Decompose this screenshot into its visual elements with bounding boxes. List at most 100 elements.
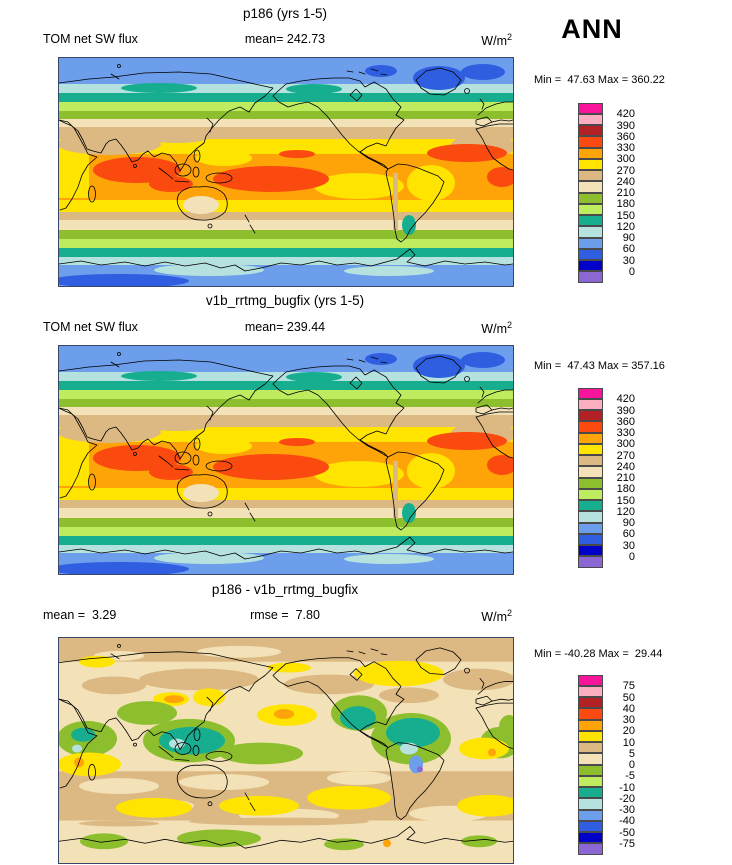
colorbar-tick-label: 0: [628, 550, 635, 563]
colorbar-segment-light-blue: [578, 237, 603, 249]
panel1-units-exponent: 2: [506, 32, 512, 42]
panel2-map: [58, 345, 514, 575]
panel2-minmax-label: Min = 47.43 Max = 357.16: [534, 360, 665, 372]
colorbar-segment-orange: [578, 719, 603, 731]
panel2-mean-label: mean= 239.44: [244, 320, 326, 334]
colorbar-segment-magenta: [578, 387, 603, 399]
colorbar-segment-red-orange: [578, 708, 603, 720]
colorbar-segment-dark-red: [578, 125, 603, 137]
colorbar-tick-label: 40: [622, 702, 635, 715]
colorbar-segment-orange: [578, 432, 603, 444]
colorbar-tick-label: -30: [619, 804, 635, 816]
panel3-map: [58, 637, 514, 864]
panel3-units-exponent: 2: [506, 608, 512, 618]
colorbar-segment-red-orange: [578, 136, 603, 148]
colorbar-segment-yellow: [578, 443, 603, 455]
colorbar-tick-label: 60: [622, 243, 635, 256]
colorbar-segment-cream: [578, 181, 603, 193]
colorbar-segment-orange: [578, 147, 603, 159]
colorbar-segment-dark-red: [578, 697, 603, 709]
colorbar-segment-tan: [578, 170, 603, 182]
colorbar-segment-purple: [578, 556, 603, 568]
colorbar-tick-label: 90: [622, 517, 635, 529]
panel1-variable-label: TOM net SW flux: [43, 32, 138, 46]
panel1-units-label: W/m2: [58, 32, 512, 48]
colorbar-tick-label: 30: [622, 539, 635, 552]
colorbar-segment-tan: [578, 455, 603, 467]
colorbar-tick-label: 360: [616, 415, 635, 428]
panel1-colorbar: 420 390 360 330 300 270 240 210 180 150 120 90 60 30 0: [578, 102, 638, 285]
colorbar-segment-dark-blue: [578, 260, 603, 272]
colorbar-segment-dark-blue: [578, 545, 603, 557]
colorbar-tick-label: 30: [622, 254, 635, 267]
colorbar-tick-label: 120: [616, 220, 635, 233]
colorbar-segment-red-orange: [578, 421, 603, 433]
colorbar-segment-olive-green: [578, 764, 603, 776]
colorbar-segment-medium-blue: [578, 248, 603, 260]
colorbar-tick-label: 0: [628, 759, 635, 771]
panel3-colorbar: 75 50 40 30 20 10 5 0 -5 -10 -20 -30 -40 -50 -75: [578, 674, 638, 857]
colorbar-segment-pink: [578, 685, 603, 697]
colorbar-tick-label: 270: [616, 164, 635, 177]
colorbar-segment-dark-red: [578, 410, 603, 422]
panel3-mean-label: mean = 3.29: [43, 608, 117, 622]
panel3-map-svg: [59, 638, 513, 863]
colorbar-tick-label: 240: [616, 175, 635, 188]
colorbar-tick-label: 75: [622, 680, 635, 693]
panel1-map: [58, 57, 514, 287]
colorbar-segment-olive-green: [578, 192, 603, 204]
colorbar-segment-purple: [578, 271, 603, 283]
panel3-units-label: W/m2: [58, 608, 512, 624]
colorbar-tick-label: -75: [619, 837, 635, 850]
panel2-map-svg: [59, 346, 513, 574]
season-label: ANN: [561, 14, 623, 44]
colorbar-tick-label: 90: [622, 232, 635, 244]
colorbar-segment-pale-cyan: [578, 511, 603, 523]
colorbar-tick-label: -10: [619, 781, 635, 794]
colorbar-tick-label: 330: [616, 427, 635, 439]
colorbar-tick-label: 420: [616, 393, 635, 406]
colorbar-segment-yellow: [578, 158, 603, 170]
colorbar-tick-label: 50: [622, 691, 635, 704]
colorbar-tick-label: 420: [616, 108, 635, 121]
colorbar-segment-light-green: [578, 775, 603, 787]
colorbar-segment-medium-blue: [578, 533, 603, 545]
colorbar-tick-label: -50: [619, 826, 635, 839]
panel3-units-base: W/m: [481, 610, 507, 625]
colorbar-segment-teal: [578, 500, 603, 512]
colorbar-tick-label: -20: [619, 792, 635, 805]
panel2-colorbar: 420 390 360 330 300 270 240 210 180 150 120 90 60 30 0: [578, 387, 638, 570]
colorbar-segment-pink: [578, 113, 603, 125]
colorbar-tick-label: -5: [625, 770, 635, 783]
colorbar-tick-label: 180: [616, 198, 635, 211]
colorbar-segment-light-blue: [578, 809, 603, 821]
colorbar-tick-label: 30: [622, 714, 635, 726]
colorbar-tick-label: 270: [616, 449, 635, 462]
colorbar-segment-light-green: [578, 488, 603, 500]
panel2-variable-label: TOM net SW flux: [43, 320, 138, 334]
panel1-map-svg: [59, 58, 513, 286]
colorbar-tick-label: 210: [616, 472, 635, 484]
colorbar-tick-label: 240: [616, 460, 635, 473]
colorbar-tick-label: 180: [616, 483, 635, 496]
colorbar-segment-teal: [578, 215, 603, 227]
colorbar-segment-tan: [578, 742, 603, 754]
panel3-rmse-label: rmse = 7.80: [250, 608, 320, 622]
colorbar-segment-cream: [578, 466, 603, 478]
colorbar-tick-label: 390: [616, 404, 635, 417]
colorbar-segment-olive-green: [578, 477, 603, 489]
panel3-title: p186 - v1b_rrtmg_bugfix: [211, 582, 359, 597]
panel1-units-base: W/m: [481, 34, 507, 49]
colorbar-tick-label: 300: [616, 153, 635, 166]
panel2-units-base: W/m: [481, 322, 507, 337]
colorbar-tick-label: 390: [616, 119, 635, 132]
colorbar-segment-pale-cyan: [578, 226, 603, 238]
colorbar-segment-pale-cyan: [578, 798, 603, 810]
panel1-minmax-label: Min = 47.63 Max = 360.22: [534, 74, 665, 86]
colorbar-segment-yellow: [578, 730, 603, 742]
colorbar-segment-magenta: [578, 102, 603, 114]
colorbar-tick-label: 150: [616, 494, 635, 507]
colorbar-tick-label: 150: [616, 209, 635, 222]
colorbar-tick-label: 10: [622, 736, 635, 749]
